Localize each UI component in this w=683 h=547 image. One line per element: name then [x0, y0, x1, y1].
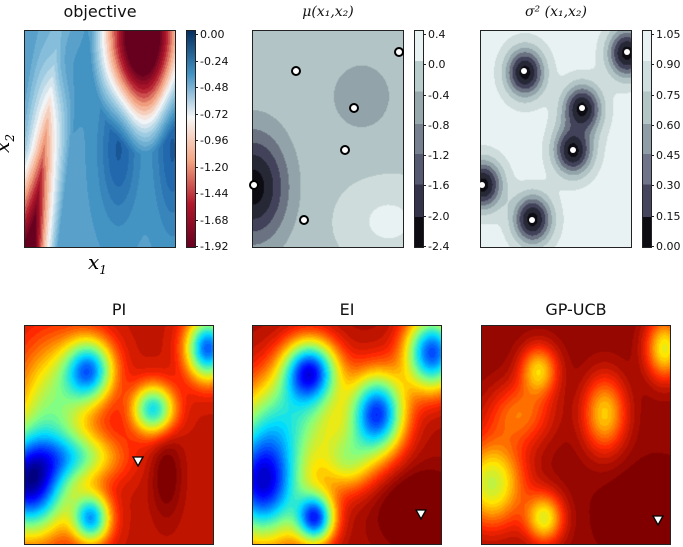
- sigma-colorbar: [642, 30, 652, 248]
- gpucb-heatmap: [482, 326, 670, 544]
- sample-point-dot: [528, 216, 535, 223]
- colorbar-tick-label: 0.15: [651, 209, 681, 223]
- ei-plot: [252, 325, 442, 545]
- colorbar-tick-label: -0.24: [194, 54, 229, 68]
- next-point-triangle-marker: [414, 505, 428, 524]
- next-point-triangle-marker: [131, 452, 145, 471]
- sample-point-marker: [248, 179, 259, 190]
- ei-heatmap: [253, 326, 441, 544]
- colorbar-tick-label: 0.0: [423, 58, 446, 72]
- colorbar-tick-label: 0.60: [651, 118, 681, 132]
- sigma-title: σ² (x₁,x₂): [524, 4, 587, 20]
- colorbar-tick-label: -1.92: [194, 240, 229, 253]
- colorbar-tick-label: -1.2: [422, 149, 450, 163]
- ei-title: EI: [339, 300, 355, 319]
- sample-point-dot: [478, 181, 485, 188]
- sigma-heatmap: [481, 31, 631, 247]
- colorbar-tick-label: -0.8: [422, 118, 450, 132]
- colorbar-tick-label: -1.44: [194, 187, 229, 200]
- x1-axis-label: x1: [88, 250, 107, 277]
- gpucb-title: GP-UCB: [545, 300, 607, 319]
- objective-heatmap: [25, 31, 175, 247]
- objective-colorbar: [186, 30, 196, 248]
- gpucb-plot: [481, 325, 671, 545]
- colorbar-tick-label: 1.05: [651, 28, 681, 41]
- pi-title: PI: [111, 300, 127, 319]
- sample-point-marker: [291, 66, 302, 77]
- sigma-plot: [480, 30, 632, 248]
- pi-heatmap: [25, 326, 213, 544]
- mu-plot: [252, 30, 404, 248]
- colorbar-tick-label: 0.90: [651, 58, 681, 72]
- colorbar-tick-label: -0.48: [194, 81, 229, 94]
- colorbar-tick-label: -1.68: [194, 213, 229, 227]
- objective-plot: [24, 30, 176, 248]
- colorbar-tick-label: -0.72: [194, 107, 229, 121]
- colorbar-tick-label: 0.30: [651, 179, 681, 193]
- sample-point-marker: [394, 46, 405, 57]
- colorbar-tick-label: -2.4: [422, 240, 450, 253]
- sample-point-marker: [298, 214, 309, 225]
- colorbar-tick-label: 0.00: [651, 240, 681, 253]
- sample-point-dot: [578, 105, 585, 112]
- mu-colorbar: [414, 30, 424, 248]
- sample-point-marker: [348, 103, 359, 114]
- sample-point-marker: [339, 144, 350, 155]
- colorbar-tick-label: 0.4: [423, 28, 446, 41]
- objective-title: objective: [63, 2, 137, 21]
- colorbar-tick-label: -1.6: [422, 179, 450, 193]
- next-point-triangle-marker: [651, 511, 664, 530]
- mu-title: μ(x₁,x₂): [302, 4, 354, 20]
- colorbar-tick-label: 0.00: [195, 28, 225, 41]
- colorbar-tick-label: -1.20: [194, 160, 229, 174]
- sample-point-dot: [624, 48, 631, 55]
- mu-heatmap: [253, 31, 403, 247]
- x2-axis-label: x2: [0, 134, 17, 153]
- colorbar-tick-label: -2.0: [422, 209, 450, 223]
- sample-point-dot: [569, 146, 576, 153]
- pi-plot: [24, 325, 214, 545]
- colorbar-tick-label: 0.75: [651, 88, 681, 102]
- colorbar-tick-label: -0.4: [422, 88, 450, 102]
- colorbar-tick-label: 0.45: [651, 149, 681, 163]
- colorbar-tick-label: -0.96: [194, 134, 229, 147]
- sample-point-dot: [521, 68, 528, 75]
